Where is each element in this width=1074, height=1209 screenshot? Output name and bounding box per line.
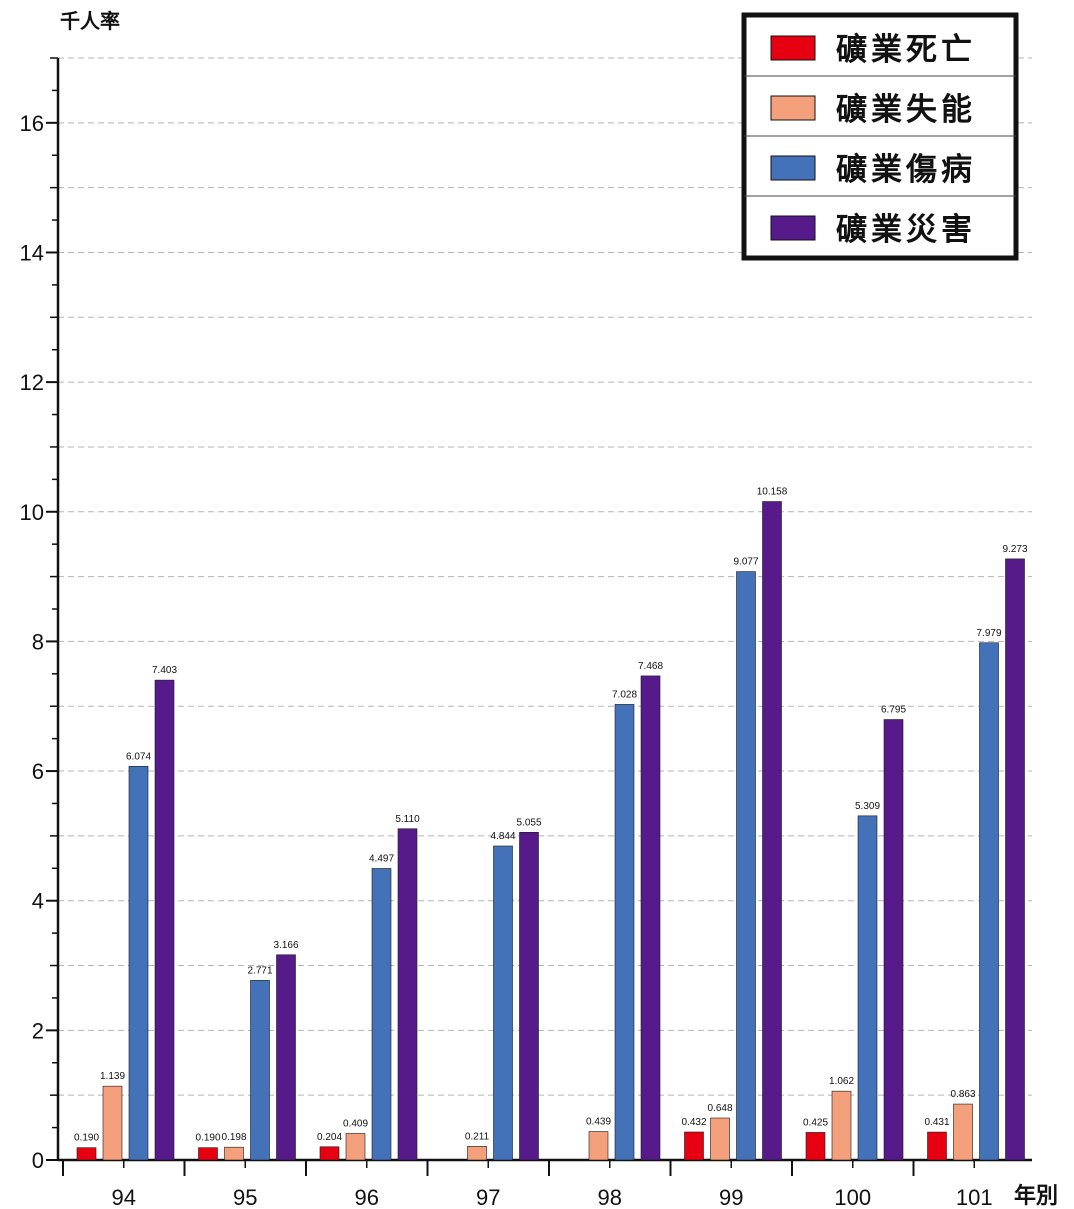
bar <box>927 1131 947 1161</box>
bar <box>467 1146 487 1161</box>
y-tick-label: 4 <box>32 889 44 914</box>
data-label: 0.204 <box>317 1132 342 1143</box>
y-tick-label: 14 <box>20 240 44 265</box>
bar <box>397 828 418 1161</box>
y-tick-label: 10 <box>20 500 44 525</box>
bar <box>684 1131 704 1161</box>
y-tick-label: 16 <box>20 111 44 136</box>
bars <box>76 501 1025 1161</box>
legend-label: 礦業死亡 <box>836 32 976 68</box>
x-tick-label: 95 <box>233 1185 257 1209</box>
data-label: 3.166 <box>273 940 298 951</box>
legend-swatch <box>770 215 816 241</box>
data-label: 9.077 <box>733 557 758 568</box>
y-tick-label: 8 <box>32 629 44 654</box>
data-label: 1.062 <box>829 1076 854 1087</box>
data-label: 0.648 <box>707 1103 732 1114</box>
bar <box>250 980 270 1161</box>
data-label: 5.110 <box>395 814 420 825</box>
bar <box>953 1103 973 1161</box>
bar <box>710 1117 730 1161</box>
data-label: 6.795 <box>881 705 906 716</box>
bar <box>198 1147 218 1161</box>
bar <box>588 1131 609 1161</box>
data-label: 0.425 <box>803 1117 828 1128</box>
bar <box>128 765 149 1161</box>
data-label: 9.273 <box>1002 544 1027 555</box>
x-tick-label: 96 <box>355 1185 379 1209</box>
data-label: 7.468 <box>638 661 663 672</box>
bar <box>857 815 878 1161</box>
y-tick-label: 12 <box>20 370 44 395</box>
bar <box>640 675 661 1161</box>
bar <box>276 954 296 1161</box>
bar <box>979 642 999 1161</box>
bar <box>831 1090 852 1161</box>
bar <box>1005 558 1025 1161</box>
legend-swatch <box>770 95 816 121</box>
data-label: 0.432 <box>681 1117 706 1128</box>
legend-swatch <box>770 155 816 181</box>
data-label: 1.139 <box>100 1071 125 1082</box>
data-label: 0.190 <box>195 1133 220 1144</box>
x-tick-label: 101 <box>956 1185 993 1209</box>
bar <box>154 679 175 1161</box>
data-labels: 0.190 0.190 0.204 0.432 0.425 0.431 1.139 0.198… <box>74 487 1028 1144</box>
x-tick-label: 98 <box>598 1185 622 1209</box>
bar <box>762 501 782 1161</box>
bar <box>736 571 756 1161</box>
data-label: 4.497 <box>369 853 394 864</box>
y-tick-label: 6 <box>32 759 44 784</box>
bar <box>883 719 904 1161</box>
bar <box>805 1132 826 1161</box>
data-label: 5.309 <box>855 801 880 812</box>
data-label: 0.198 <box>221 1132 246 1143</box>
data-label: 0.190 <box>74 1133 99 1144</box>
x-tick-label: 99 <box>719 1185 743 1209</box>
legend-label: 礦業失能 <box>836 92 976 128</box>
data-label: 0.211 <box>465 1131 490 1142</box>
y-tick-label: 0 <box>32 1148 44 1173</box>
y-tick-label: 2 <box>32 1018 44 1043</box>
legend-label: 礦業災害 <box>836 212 976 248</box>
data-label: 7.403 <box>152 665 177 676</box>
data-label: 6.074 <box>126 751 151 762</box>
x-tick-label: 100 <box>834 1185 871 1209</box>
legend-swatch <box>770 35 816 61</box>
bar <box>614 704 635 1161</box>
data-label: 0.863 <box>950 1089 975 1100</box>
bar <box>102 1085 123 1161</box>
bar <box>76 1147 97 1161</box>
bar <box>224 1146 244 1161</box>
data-label: 10.158 <box>757 487 788 498</box>
legend-label: 礦業傷病 <box>836 152 976 188</box>
data-label: 5.055 <box>516 817 541 828</box>
data-label: 7.028 <box>612 689 637 700</box>
bar <box>493 845 513 1161</box>
x-tick-label: 97 <box>476 1185 500 1209</box>
x-tick-label: 94 <box>112 1185 136 1209</box>
data-label: 4.844 <box>490 831 515 842</box>
bar <box>371 868 392 1161</box>
bar <box>519 832 539 1161</box>
data-label: 7.979 <box>976 628 1001 639</box>
data-label: 2.771 <box>247 965 272 976</box>
bar <box>319 1146 340 1161</box>
bar <box>345 1133 366 1161</box>
data-label: 0.409 <box>343 1118 368 1129</box>
y-axis-label: 千人率 <box>60 9 120 33</box>
x-axis-label: 年別 <box>1014 1183 1058 1209</box>
data-label: 0.431 <box>924 1117 949 1128</box>
data-label: 0.439 <box>586 1117 611 1128</box>
